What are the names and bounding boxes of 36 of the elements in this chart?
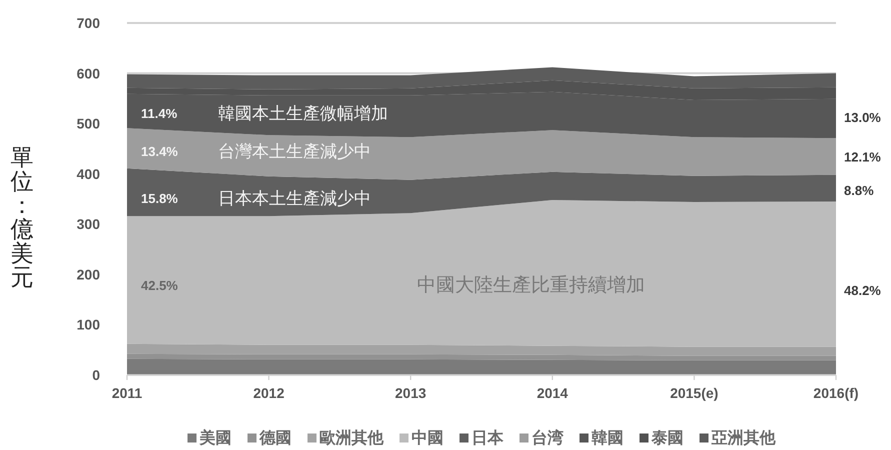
annotation: 日本本土生產減少中 bbox=[218, 188, 371, 208]
legend-label: 韓國 bbox=[592, 429, 624, 447]
x-tick-label: 2015(e) bbox=[670, 385, 718, 401]
y-tick-label: 100 bbox=[76, 316, 100, 333]
y-tick-label: 400 bbox=[76, 166, 100, 182]
legend-label: 泰國 bbox=[650, 429, 684, 447]
annotation: 8.8% bbox=[844, 182, 874, 198]
y-tick-label: 700 bbox=[76, 15, 100, 31]
annotation: 42.5% bbox=[141, 278, 178, 293]
x-tick-label: 2012 bbox=[253, 385, 285, 401]
legend-label: 歐洲其他 bbox=[320, 429, 384, 447]
legend-label: 台湾 bbox=[532, 428, 564, 447]
annotation: 中國大陸生產比重持續增加 bbox=[417, 274, 646, 296]
y-axis-title: 單位：億美元 bbox=[10, 144, 34, 290]
x-tick-label: 2013 bbox=[395, 385, 426, 401]
legend-label: 中國 bbox=[412, 429, 444, 447]
annotation: 15.8% bbox=[141, 190, 178, 206]
x-tick-label: 2011 bbox=[112, 385, 142, 401]
y-tick-label: 300 bbox=[76, 216, 100, 232]
y-tick-label: 500 bbox=[76, 116, 100, 132]
legend-label: 亞洲其他 bbox=[710, 429, 776, 447]
legend-label: 日本 bbox=[472, 429, 504, 447]
legend-label: 美國 bbox=[198, 428, 232, 447]
x-tick-label: 2014 bbox=[536, 385, 568, 401]
annotation: 12.1% bbox=[844, 149, 882, 164]
y-tick-label: 600 bbox=[76, 65, 100, 82]
x-tick-label: 2016(f) bbox=[813, 385, 859, 401]
annotation: 48.2% bbox=[844, 283, 882, 298]
legend-label: 德國 bbox=[258, 429, 292, 447]
annotation: 13.0% bbox=[844, 110, 882, 126]
y-tick-label: 200 bbox=[76, 266, 100, 282]
annotation: 11.4% bbox=[141, 106, 178, 122]
annotation: 台灣本土生產減少中 bbox=[218, 142, 371, 162]
y-tick-label: 0 bbox=[92, 367, 100, 383]
annotation: 13.4% bbox=[141, 144, 178, 160]
annotation: 韓國本土生產微幅增加 bbox=[218, 104, 388, 124]
